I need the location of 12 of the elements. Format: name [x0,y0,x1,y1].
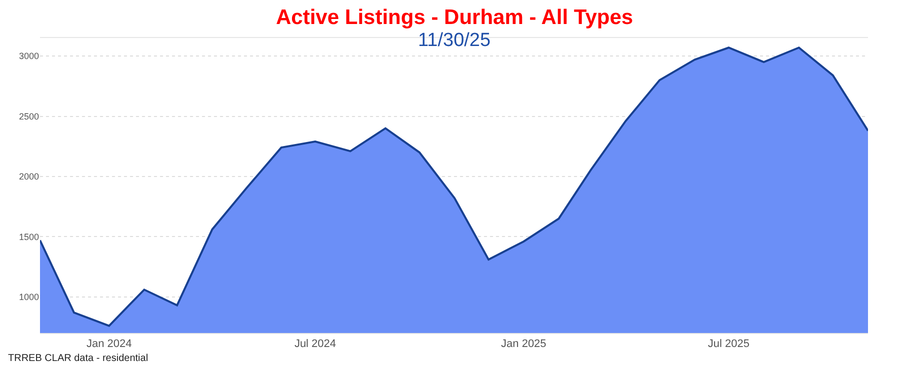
text: TRREB CLAR data - residential [8,353,148,364]
y-tick-label: 1500 [18,232,39,242]
chart-title: Active Listings - Durham - All Types [276,6,634,29]
y-tick-label: 2500 [18,111,39,122]
x-tick-label: Jul 2025 [708,338,750,350]
x-tick-label: Jan 2025 [501,338,546,350]
x-tick-label: Jul 2024 [294,338,336,350]
y-tick-label: 3000 [18,51,39,62]
y-tick-label: 1000 [18,292,39,302]
chart-subtitle: 11/30/25 [418,30,491,51]
x-tick-label: Jan 2024 [86,338,132,350]
y-tick-label: 2000 [18,172,39,182]
